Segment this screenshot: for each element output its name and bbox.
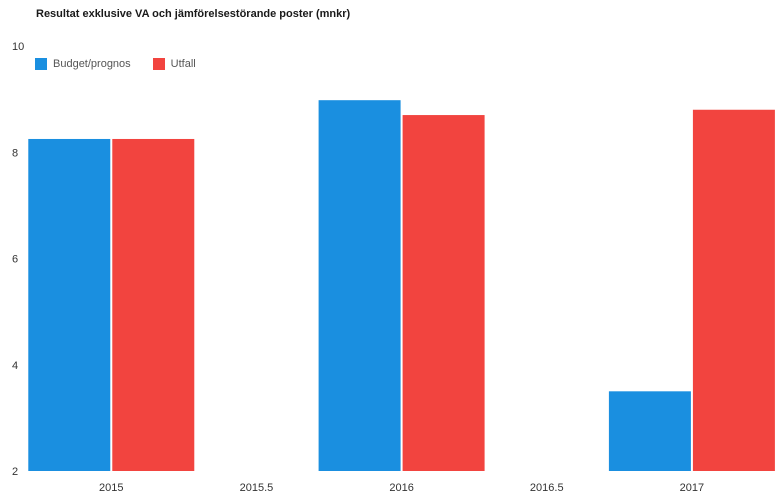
bar-series1-2016[interactable] — [402, 115, 485, 471]
legend-swatch-utfall — [152, 58, 165, 70]
bar-series1-2015[interactable] — [112, 138, 195, 471]
x-tick-label: 2015.5 — [240, 482, 274, 494]
chart-title: Resultat exklusive VA och jämförelsestör… — [36, 8, 351, 20]
y-tick-label: 6 — [12, 254, 18, 266]
x-tick-label: 2015 — [99, 482, 123, 494]
bar-series0-2015[interactable] — [28, 138, 111, 471]
bar-series0-2017[interactable] — [608, 391, 691, 471]
legend-item-budget[interactable]: Budget/prognos — [35, 58, 131, 70]
y-tick-label: 2 — [12, 466, 18, 478]
legend: Budget/prognos Utfall — [35, 58, 218, 70]
legend-label-budget: Budget/prognos — [53, 58, 131, 70]
x-tick-label: 2017 — [680, 482, 704, 494]
y-tick-label: 4 — [12, 360, 18, 372]
legend-label-utfall: Utfall — [170, 58, 196, 70]
y-tick-label: 8 — [12, 147, 18, 159]
legend-item-utfall[interactable]: Utfall — [152, 58, 196, 70]
bar-series0-2016[interactable] — [318, 100, 401, 471]
x-tick-label: 2016.5 — [530, 482, 564, 494]
y-tick-label: 10 — [12, 41, 24, 53]
legend-swatch-budget — [35, 58, 47, 70]
bar-series1-2017[interactable] — [692, 109, 775, 471]
x-tick-label: 2016 — [389, 482, 413, 494]
